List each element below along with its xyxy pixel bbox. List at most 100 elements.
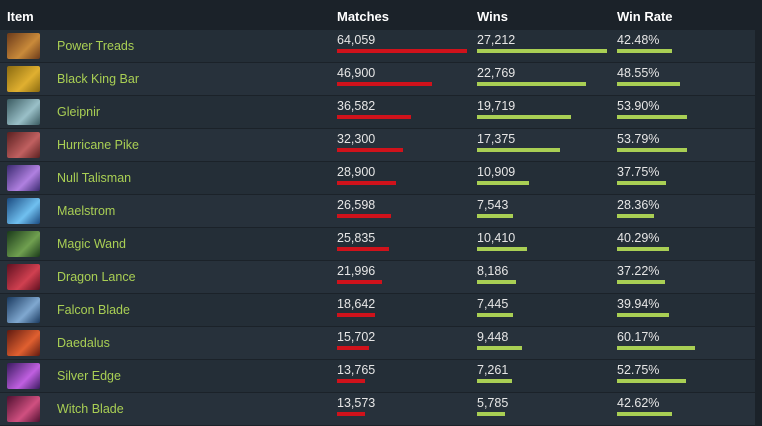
item-icon — [7, 297, 40, 323]
matches-value: 15,702 — [337, 330, 376, 344]
matches-bar — [337, 148, 403, 152]
item-name[interactable]: Silver Edge — [57, 369, 121, 383]
matches-bar — [337, 379, 365, 383]
win-rate-value: 53.90% — [617, 99, 660, 113]
wins-value: 10,410 — [477, 231, 516, 245]
matches-value: 13,765 — [337, 363, 376, 377]
wins-value: 17,375 — [477, 132, 516, 146]
item-icon — [7, 363, 40, 389]
item-name[interactable]: Gleipnir — [57, 105, 101, 119]
win-rate-bar — [617, 148, 687, 152]
item-icon — [7, 33, 40, 59]
wins-bar — [477, 181, 530, 185]
wins-bar — [477, 346, 523, 350]
win-rate-value: 48.55% — [617, 66, 660, 80]
win-rate-value: 60.17% — [617, 330, 660, 344]
item-name[interactable]: Black King Bar — [57, 72, 139, 86]
matches-bar — [337, 280, 382, 284]
matches-value: 36,582 — [337, 99, 376, 113]
matches-bar — [337, 412, 365, 416]
wins-bar — [477, 82, 586, 86]
item-icon — [7, 231, 40, 257]
wins-bar — [477, 247, 527, 251]
win-rate-value: 39.94% — [617, 297, 660, 311]
item-name[interactable]: Hurricane Pike — [57, 138, 139, 152]
table-row: Null Talisman 28,900 10,909 37.75% — [0, 162, 755, 195]
item-name[interactable]: Power Treads — [57, 39, 135, 53]
item-icon — [7, 165, 40, 191]
win-rate-value: 28.36% — [617, 198, 660, 212]
table-row: Maelstrom 26,598 7,543 28.36% — [0, 195, 755, 228]
win-rate-bar — [617, 313, 669, 317]
wins-value: 7,445 — [477, 297, 509, 311]
item-name[interactable]: Magic Wand — [57, 237, 127, 251]
table-row: Gleipnir 36,582 19,719 53.90% — [0, 96, 755, 129]
wins-bar — [477, 115, 572, 119]
item-name[interactable]: Falcon Blade — [57, 303, 130, 317]
table-row: Falcon Blade 18,642 7,445 39.94% — [0, 294, 755, 327]
table-row: Daedalus 15,702 9,448 60.17% — [0, 327, 755, 360]
item-name[interactable]: Null Talisman — [57, 171, 132, 185]
table-row: Witch Blade 13,573 5,785 42.62% — [0, 393, 755, 426]
item-icon — [7, 396, 40, 422]
matches-value: 64,059 — [337, 33, 376, 47]
win-rate-value: 53.79% — [617, 132, 660, 146]
win-rate-bar — [617, 49, 673, 53]
header-wins: Wins — [477, 9, 508, 24]
wins-bar — [477, 412, 505, 416]
header-win-rate: Win Rate — [617, 9, 673, 24]
win-rate-bar — [617, 379, 686, 383]
matches-bar — [337, 214, 391, 218]
win-rate-value: 42.48% — [617, 33, 660, 47]
item-icon — [7, 66, 40, 92]
header-item: Item — [7, 9, 34, 24]
item-name[interactable]: Dragon Lance — [57, 270, 136, 284]
item-name[interactable]: Maelstrom — [57, 204, 116, 218]
wins-value: 7,261 — [477, 363, 509, 377]
table-row: Silver Edge 13,765 7,261 52.75% — [0, 360, 755, 393]
table-row: Power Treads 64,059 27,212 42.48% — [0, 30, 755, 63]
table-row: Dragon Lance 21,996 8,186 37.22% — [0, 261, 755, 294]
wins-value: 27,212 — [477, 33, 516, 47]
win-rate-bar — [617, 412, 673, 416]
matches-value: 21,996 — [337, 264, 376, 278]
matches-bar — [337, 247, 390, 251]
item-name[interactable]: Witch Blade — [57, 402, 124, 416]
wins-bar — [477, 49, 607, 53]
table-body: Power Treads 64,059 27,212 42.48% Black King… — [0, 30, 755, 426]
wins-value: 9,448 — [477, 330, 509, 344]
matches-value: 46,900 — [337, 66, 376, 80]
matches-value: 25,835 — [337, 231, 376, 245]
item-icon — [7, 132, 40, 158]
wins-value: 22,769 — [477, 66, 516, 80]
wins-value: 5,785 — [477, 396, 509, 410]
table-row: Hurricane Pike 32,300 17,375 53.79% — [0, 129, 755, 162]
win-rate-bar — [617, 247, 670, 251]
matches-value: 28,900 — [337, 165, 376, 179]
matches-value: 26,598 — [337, 198, 376, 212]
item-name[interactable]: Daedalus — [57, 336, 110, 350]
table-row: Magic Wand 25,835 10,410 40.29% — [0, 228, 755, 261]
wins-bar — [477, 214, 514, 218]
table-row: Black King Bar 46,900 22,769 48.55% — [0, 63, 755, 96]
item-icon — [7, 264, 40, 290]
wins-bar — [477, 379, 512, 383]
matches-bar — [337, 313, 375, 317]
matches-bar — [337, 115, 412, 119]
header-matches: Matches — [337, 9, 390, 24]
wins-bar — [477, 148, 560, 152]
win-rate-bar — [617, 280, 666, 284]
table-header: Item Matches Wins Win Rate — [0, 0, 755, 30]
item-icon — [7, 99, 40, 125]
matches-bar — [337, 181, 396, 185]
wins-value: 7,543 — [477, 198, 509, 212]
matches-bar — [337, 346, 369, 350]
win-rate-value: 42.62% — [617, 396, 660, 410]
matches-bar — [337, 82, 433, 86]
matches-value: 13,573 — [337, 396, 376, 410]
win-rate-value: 37.75% — [617, 165, 660, 179]
win-rate-bar — [617, 214, 654, 218]
win-rate-bar — [617, 181, 667, 185]
matches-bar — [337, 49, 467, 53]
